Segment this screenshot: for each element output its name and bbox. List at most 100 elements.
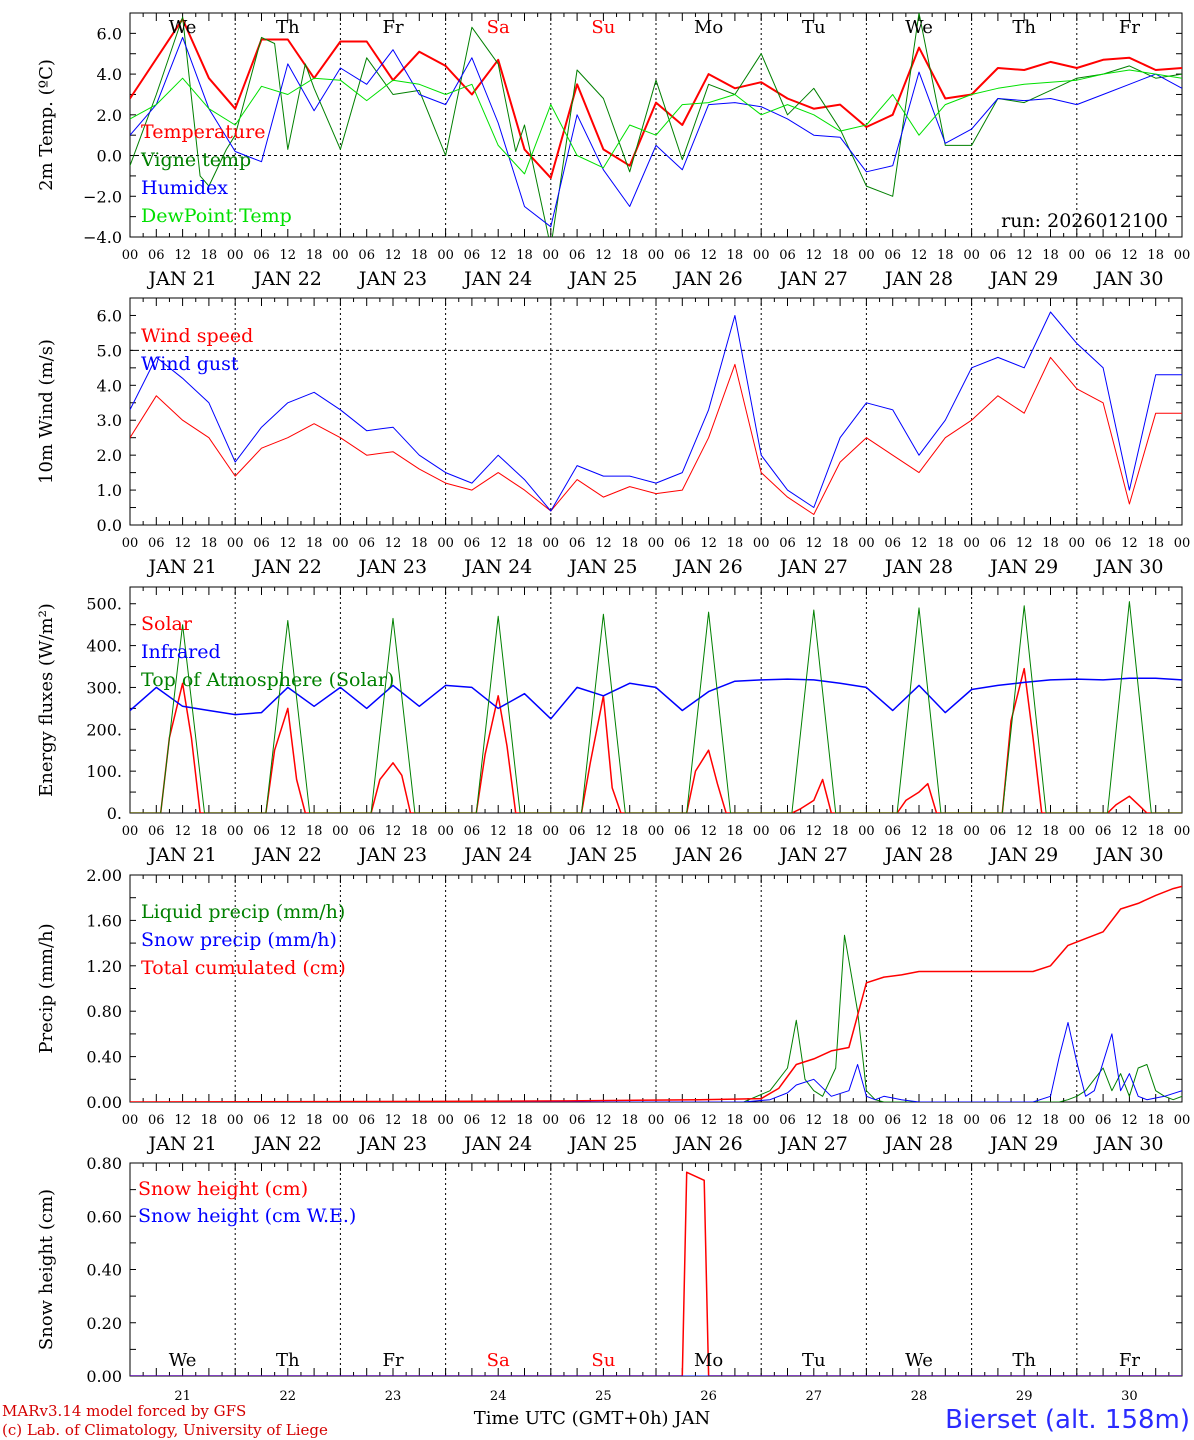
- y-tick-label: 0.00: [86, 1367, 122, 1386]
- x-tick-label: 06: [148, 248, 165, 263]
- x-tick-label: 00: [437, 536, 454, 551]
- y-tick-label: 0.0: [97, 516, 122, 535]
- x-tick-label: 00: [648, 248, 665, 263]
- x-tick-label: 06: [674, 248, 691, 263]
- y-tick-label: 0.: [107, 804, 122, 823]
- x-tick-label: 06: [990, 536, 1007, 551]
- x-tick-label: 18: [727, 1113, 744, 1128]
- day-name: Su: [591, 1350, 615, 1371]
- x-tick-label: 06: [674, 1113, 691, 1128]
- date-label: JAN 25: [567, 1133, 637, 1155]
- legend-entry: Snow height (cm W.E.): [138, 1205, 356, 1227]
- series-line-snow-height-cm-: [130, 1171, 1182, 1376]
- day-number: 28: [911, 1389, 928, 1404]
- x-tick-label: 18: [201, 248, 218, 263]
- x-tick-label: 00: [1174, 536, 1191, 551]
- x-tick-label: 18: [621, 536, 638, 551]
- date-label: JAN 21: [147, 1133, 217, 1155]
- x-tick-label: 00: [753, 824, 770, 839]
- y-tick-label: −2.0: [83, 187, 122, 206]
- y-tick-label: 0.00: [86, 1093, 122, 1112]
- x-tick-label: 00: [753, 248, 770, 263]
- x-tick-label: 18: [516, 536, 533, 551]
- y-tick-label: 5.0: [97, 341, 122, 360]
- x-tick-label: 18: [727, 536, 744, 551]
- date-label: JAN 22: [252, 844, 322, 866]
- x-tick-label: 00: [227, 536, 244, 551]
- x-tick-label: 12: [280, 248, 297, 263]
- x-tick-label: 18: [1147, 248, 1164, 263]
- x-tick-label: 06: [884, 824, 901, 839]
- x-tick-label: 06: [1095, 824, 1112, 839]
- x-tick-label: 18: [1147, 536, 1164, 551]
- legend-entry: DewPoint Temp: [141, 205, 292, 227]
- legend-entry: Snow height (cm): [138, 1178, 308, 1200]
- date-label: JAN 24: [462, 1133, 532, 1155]
- legend-entry: Vigne temp: [140, 149, 251, 171]
- x-tick-label: 12: [1121, 536, 1138, 551]
- x-tick-label: 00: [543, 248, 560, 263]
- x-tick-label: 18: [621, 248, 638, 263]
- x-tick-label: 12: [385, 248, 402, 263]
- legend-entry: Liquid precip (mm/h): [141, 901, 345, 923]
- date-label: JAN 26: [673, 844, 743, 866]
- day-number: 22: [280, 1389, 297, 1404]
- legend-entry: Top of Atmosphere (Solar): [141, 669, 394, 691]
- y-axis-label: Snow height (cm): [36, 1189, 57, 1350]
- legend-entry: Temperature: [141, 121, 265, 143]
- x-tick-label: 00: [963, 536, 980, 551]
- x-tick-label: 12: [1121, 1113, 1138, 1128]
- x-tick-label: 18: [621, 1113, 638, 1128]
- x-tick-label: 00: [332, 824, 349, 839]
- run-label: run: 2026012100: [1001, 210, 1168, 232]
- y-tick-label: 200.: [86, 720, 122, 739]
- x-tick-label: 06: [358, 824, 375, 839]
- x-tick-label: 00: [437, 824, 454, 839]
- x-tick-label: 12: [1016, 824, 1033, 839]
- day-name: Th: [1012, 1350, 1036, 1371]
- x-tick-label: 18: [516, 248, 533, 263]
- x-tick-label: 06: [990, 248, 1007, 263]
- x-tick-label: 06: [148, 536, 165, 551]
- x-tick-label: 00: [437, 248, 454, 263]
- x-tick-label: 18: [1042, 248, 1059, 263]
- y-axis-label: 2m Temp. (ºC): [36, 59, 57, 191]
- x-tick-label: 06: [358, 536, 375, 551]
- date-label: JAN 28: [883, 268, 953, 290]
- x-tick-label: 06: [569, 248, 586, 263]
- x-tick-label: 00: [1174, 824, 1191, 839]
- x-tick-label: 00: [227, 248, 244, 263]
- day-name: Mo: [694, 17, 723, 38]
- x-tick-label: 18: [727, 248, 744, 263]
- legend-entry: Humidex: [141, 177, 228, 199]
- x-tick-label: 18: [411, 536, 428, 551]
- x-tick-label: 06: [884, 1113, 901, 1128]
- x-tick-label: 18: [727, 824, 744, 839]
- day-number: 30: [1121, 1389, 1138, 1404]
- date-label: JAN 26: [673, 1133, 743, 1155]
- x-tick-label: 00: [963, 1113, 980, 1128]
- date-label: JAN 25: [567, 844, 637, 866]
- date-label: JAN 21: [147, 844, 217, 866]
- x-tick-label: 12: [911, 824, 928, 839]
- x-tick-label: 00: [1174, 1113, 1191, 1128]
- x-tick-label: 12: [806, 824, 823, 839]
- date-label: JAN 24: [462, 556, 532, 578]
- series-line-wind-speed: [130, 356, 1182, 515]
- y-tick-label: 2.0: [97, 446, 122, 465]
- x-tick-label: 12: [490, 248, 507, 263]
- x-tick-label: 18: [411, 248, 428, 263]
- x-tick-label: 18: [306, 248, 323, 263]
- x-tick-label: 06: [464, 536, 481, 551]
- date-label: JAN 23: [357, 844, 427, 866]
- legend-entry: Wind gust: [141, 353, 239, 375]
- date-label: JAN 25: [567, 268, 637, 290]
- x-tick-label: 00: [227, 1113, 244, 1128]
- x-tick-label: 00: [753, 536, 770, 551]
- x-tick-label: 00: [648, 1113, 665, 1128]
- x-tick-label: 12: [174, 1113, 191, 1128]
- date-label: JAN 26: [673, 268, 743, 290]
- x-tick-label: 18: [1042, 536, 1059, 551]
- date-label: JAN 27: [778, 556, 848, 578]
